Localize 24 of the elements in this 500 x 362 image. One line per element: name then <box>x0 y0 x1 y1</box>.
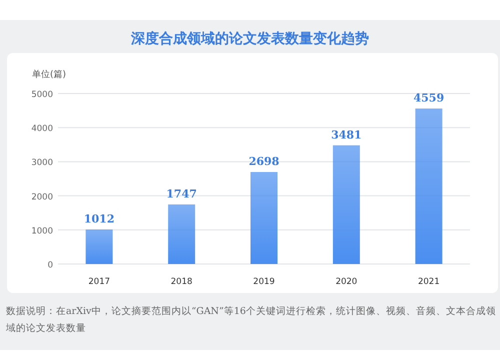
chart-title: 深度合成领域的论文发表数量变化趋势 <box>130 30 369 47</box>
data-label: 4559 <box>413 92 444 105</box>
data-label: 2698 <box>248 155 280 168</box>
y-tick-label: 1000 <box>31 226 53 236</box>
bar <box>332 145 360 264</box>
y-tick-label: 3000 <box>31 158 53 168</box>
y-axis-title: 单位(篇) <box>32 69 66 80</box>
y-tick-label: 4000 <box>31 124 53 134</box>
data-label: 1747 <box>166 187 197 200</box>
bar <box>86 229 113 264</box>
bar <box>250 172 278 264</box>
x-tick-label: 2019 <box>253 277 275 287</box>
bar <box>415 108 442 264</box>
y-tick-label: 2000 <box>31 192 53 202</box>
data-label: 3481 <box>331 128 362 142</box>
y-tick-label: 0 <box>48 260 53 270</box>
x-tick-label: 2017 <box>88 277 110 287</box>
x-tick-label: 2020 <box>336 277 358 287</box>
bar <box>168 204 196 264</box>
data-label: 1012 <box>84 212 115 226</box>
x-tick-label: 2021 <box>418 277 440 287</box>
text: 数据说明：在arXiv中，论文摘要范围内以“GAN”等16个关键词进行检索，统计图像、视频、音频、文本合成领域的论文发表数量 <box>6 305 496 336</box>
y-tick-label: 5000 <box>31 90 53 100</box>
x-tick-label: 2018 <box>170 277 192 287</box>
